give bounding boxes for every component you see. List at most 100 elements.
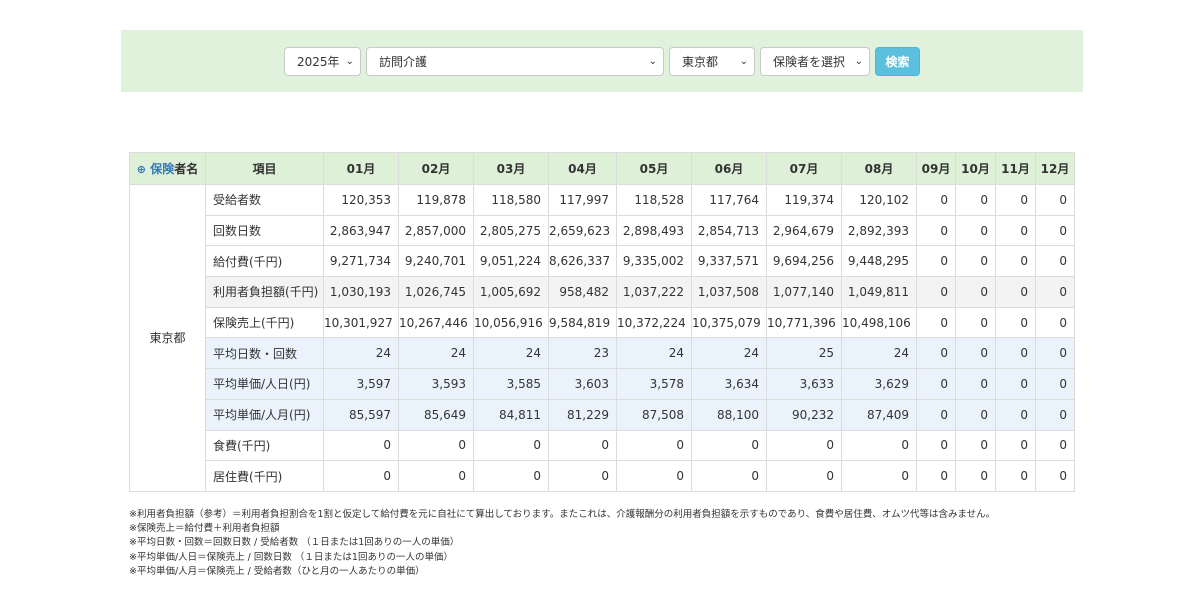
table-cell: 2,805,275	[473, 214, 549, 247]
table-cell: 90,232	[766, 398, 842, 431]
table-cell: 0	[955, 276, 996, 308]
insurer-select[interactable]: 保険者を選択 ⌄	[760, 46, 870, 76]
table-cell: 0	[1035, 368, 1075, 400]
stats-table: ⊕ 保険者名 項目 01月 02月 03月 04月 05月 06月 07月 08…	[129, 152, 1075, 492]
header-month: 06月	[691, 152, 767, 185]
table-cell: 3,578	[616, 368, 692, 400]
table-row: 利用者負担額(千円) 1,030,193 1,026,745 1,005,692 958…	[130, 276, 1075, 308]
table-cell: 0	[323, 460, 399, 492]
table-cell: 0	[1035, 398, 1075, 431]
table-cell: 0	[916, 245, 956, 278]
header-month: 08月	[841, 152, 917, 185]
table-cell: 24	[616, 337, 692, 370]
service-select[interactable]: 訪問介護 ⌄	[366, 46, 664, 76]
header-month: 02月	[398, 152, 474, 185]
table-cell: 0	[955, 306, 996, 339]
table-cell: 0	[548, 429, 617, 462]
table-cell: 81,229	[548, 398, 617, 431]
table-cell: 2,964,679	[766, 214, 842, 247]
table-row: 平均日数・回数 24 24 24 23 24 24 25 24 0 0 0 0	[130, 337, 1075, 370]
table-cell: 3,634	[691, 368, 767, 400]
header-month: 12月	[1035, 152, 1075, 185]
row-label: 居住費(千円)	[205, 460, 324, 492]
table-cell: 0	[995, 337, 1036, 370]
insurer-name-sort-link[interactable]: 保険	[150, 162, 175, 176]
header-month: 09月	[916, 152, 956, 185]
prefecture-select-value: 東京都	[682, 54, 719, 69]
table-cell: 0	[916, 306, 956, 339]
table-cell: 0	[916, 276, 956, 308]
footnote: ※利用者負担額（参考）＝利用者負担割合を1割と仮定して給付費を元に自社にて算出し…	[129, 509, 996, 520]
table-cell: 0	[995, 429, 1036, 462]
header-month: 10月	[955, 152, 996, 185]
table-cell: 1,026,745	[398, 276, 474, 308]
table-cell: 0	[916, 337, 956, 370]
table-cell: 9,337,571	[691, 245, 767, 278]
row-label: 食費(千円)	[205, 429, 324, 462]
table-cell: 1,030,193	[323, 276, 399, 308]
table-cell: 2,857,000	[398, 214, 474, 247]
header-item: 項目	[205, 152, 324, 185]
header-month: 07月	[766, 152, 842, 185]
chevron-down-icon: ⌄	[648, 55, 657, 67]
table-cell: 0	[955, 429, 996, 462]
table-cell: 0	[995, 460, 1036, 492]
chevron-down-icon: ⌄	[345, 55, 354, 67]
table-cell: 0	[995, 368, 1036, 400]
table-cell: 25	[766, 337, 842, 370]
footnote: ※平均単価/人月＝保険売上 / 受給者数（ひと月の一人あたりの単価）	[129, 565, 425, 577]
expand-plus-icon[interactable]: ⊕	[136, 163, 146, 176]
header-month: 11月	[995, 152, 1036, 185]
table-cell: 10,771,396	[766, 306, 842, 339]
table-cell: 1,049,811	[841, 276, 917, 308]
year-select[interactable]: 2025年 ⌄	[284, 46, 361, 76]
table-cell: 9,240,701	[398, 245, 474, 278]
table-cell: 88,100	[691, 398, 767, 431]
table-row: 食費(千円) 0 0 0 0 0 0 0 0 0 0 0 0	[130, 429, 1075, 462]
header-month: 03月	[473, 152, 549, 185]
table-cell: 0	[766, 429, 842, 462]
row-label: 平均日数・回数	[205, 337, 324, 370]
table-cell: 0	[323, 429, 399, 462]
table-cell: 0	[841, 429, 917, 462]
table-cell: 0	[616, 460, 692, 492]
filter-bar: 2025年 ⌄ 訪問介護 ⌄ 東京都 ⌄ 保険者を選択 ⌄ 検索	[121, 30, 1083, 92]
table-cell: 0	[955, 398, 996, 431]
table-row: 保険売上(千円) 10,301,927 10,267,446 10,056,916 9,…	[130, 306, 1075, 339]
prefecture-select[interactable]: 東京都 ⌄	[669, 46, 755, 76]
table-cell: 0	[1035, 214, 1075, 247]
search-button[interactable]: 検索	[875, 46, 920, 76]
table-cell: 0	[473, 460, 549, 492]
table-cell: 0	[955, 245, 996, 278]
table-cell: 10,498,106	[841, 306, 917, 339]
table-cell: 117,997	[548, 184, 617, 216]
table-cell: 24	[691, 337, 767, 370]
table-cell: 0	[616, 429, 692, 462]
table-cell: 85,597	[323, 398, 399, 431]
table-cell: 0	[995, 306, 1036, 339]
table-cell: 2,659,623	[548, 214, 617, 247]
table-cell: 9,271,734	[323, 245, 399, 278]
table-cell: 0	[398, 460, 474, 492]
table-cell: 0	[1035, 245, 1075, 278]
table-cell: 10,267,446	[398, 306, 474, 339]
table-cell: 120,102	[841, 184, 917, 216]
table-cell: 24	[841, 337, 917, 370]
table-cell: 0	[995, 245, 1036, 278]
table-cell: 958,482	[548, 276, 617, 308]
row-label: 保険売上(千円)	[205, 306, 324, 339]
table-cell: 0	[916, 429, 956, 462]
table-cell: 1,037,508	[691, 276, 767, 308]
row-label: 受給者数	[205, 184, 324, 216]
service-select-value: 訪問介護	[379, 54, 428, 69]
table-cell: 0	[1035, 337, 1075, 370]
table-cell: 0	[1035, 460, 1075, 492]
table-cell: 9,448,295	[841, 245, 917, 278]
footnote: ※平均日数・回数＝回数日数 / 受給者数 （１日または1回ありの一人の単価）	[129, 537, 460, 549]
table-cell: 87,508	[616, 398, 692, 431]
table-cell: 84,811	[473, 398, 549, 431]
table-cell: 0	[398, 429, 474, 462]
table-cell: 117,764	[691, 184, 767, 216]
table-cell: 10,372,224	[616, 306, 692, 339]
table-cell: 1,077,140	[766, 276, 842, 308]
